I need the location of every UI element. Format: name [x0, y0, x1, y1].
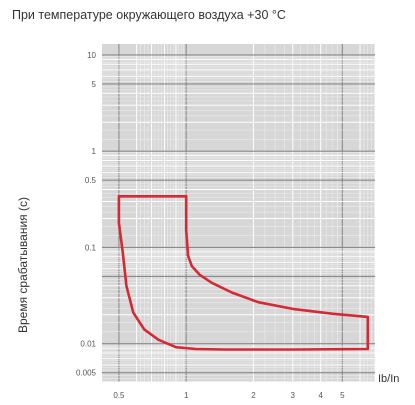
y-tick-label: 10	[87, 51, 96, 60]
y-tick-label: 5	[92, 80, 97, 89]
y-tick-label: 0.1	[85, 243, 97, 252]
chart-title: При температуре окружающего воздуха +30 …	[12, 8, 286, 22]
x-tick-label: 3	[291, 391, 296, 400]
x-tick-label: 5	[340, 391, 345, 400]
grid-lines	[102, 44, 376, 383]
y-tick-label: 1	[92, 147, 97, 156]
x-tick-label: 2	[251, 391, 256, 400]
y-tick-label: 0.5	[85, 176, 97, 185]
plot-area	[102, 44, 375, 382]
x-tick-label: 1	[184, 391, 189, 400]
curve-layer	[117, 195, 370, 351]
x-tick-label: 4	[318, 391, 323, 400]
y-tick-label: 0.005	[76, 369, 97, 378]
tick-labels: 10 5 1 0.5 0.1 0.01 0.005 0.5 1 2 3 4 5	[76, 51, 345, 400]
y-tick-label: 0.01	[80, 340, 96, 349]
x-tick-label: 0.5	[113, 391, 125, 400]
trip-curve-band	[117, 195, 370, 351]
x-axis-label: Ib/In	[378, 373, 399, 385]
